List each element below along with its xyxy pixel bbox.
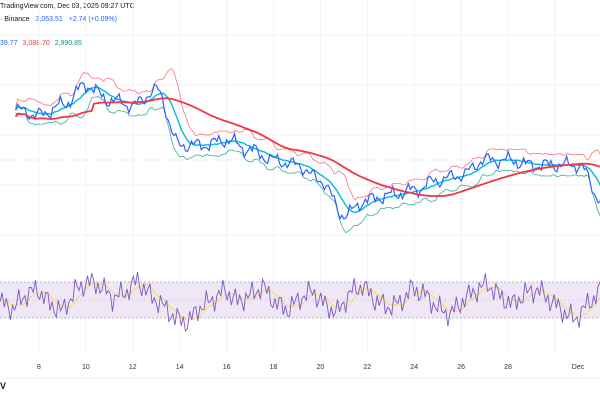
rsi-ma-series [0, 283, 600, 321]
tradingview-logo: V [0, 381, 7, 391]
indicator-basis: 39.77 [0, 40, 18, 47]
bollinger-upper [15, 67, 600, 201]
rsi-series [0, 271, 600, 333]
x-tick-label: 8 [37, 364, 41, 371]
moving-average [14, 97, 600, 197]
x-tick-label: 20 [317, 364, 325, 371]
bollinger-lower [15, 96, 600, 233]
x-tick-label: 24 [410, 364, 418, 371]
price-change: +2.74 (+0.09%) [68, 16, 117, 23]
indicator-upper: 3,088.70 [22, 40, 50, 47]
symbol-line: · Binance 3,053.51 +2.74 (+0.09%) [0, 16, 117, 23]
x-tick-label: 28 [504, 364, 512, 371]
x-tick-label: 12 [129, 364, 137, 371]
x-tick-label: 18 [270, 364, 278, 371]
indicator-values: 39.77 3,088.70 2,990.85 [0, 40, 82, 47]
x-tick-label: 10 [82, 364, 90, 371]
x-tick-label: 14 [176, 364, 184, 371]
last-price: 3,053.51 [35, 16, 63, 23]
indicator-lower: 2,990.85 [54, 40, 82, 47]
exchange: · Binance [0, 16, 30, 23]
x-tick-label: 16 [223, 364, 231, 371]
x-tick-label: 26 [457, 364, 465, 371]
source-line: TradingView.com, Dec 03, 2025 09:27 UTC [0, 3, 135, 10]
x-tick-label: Dec [572, 364, 585, 371]
bollinger-basis [15, 86, 600, 214]
x-tick-label: 22 [363, 364, 371, 371]
price-series [15, 81, 600, 221]
